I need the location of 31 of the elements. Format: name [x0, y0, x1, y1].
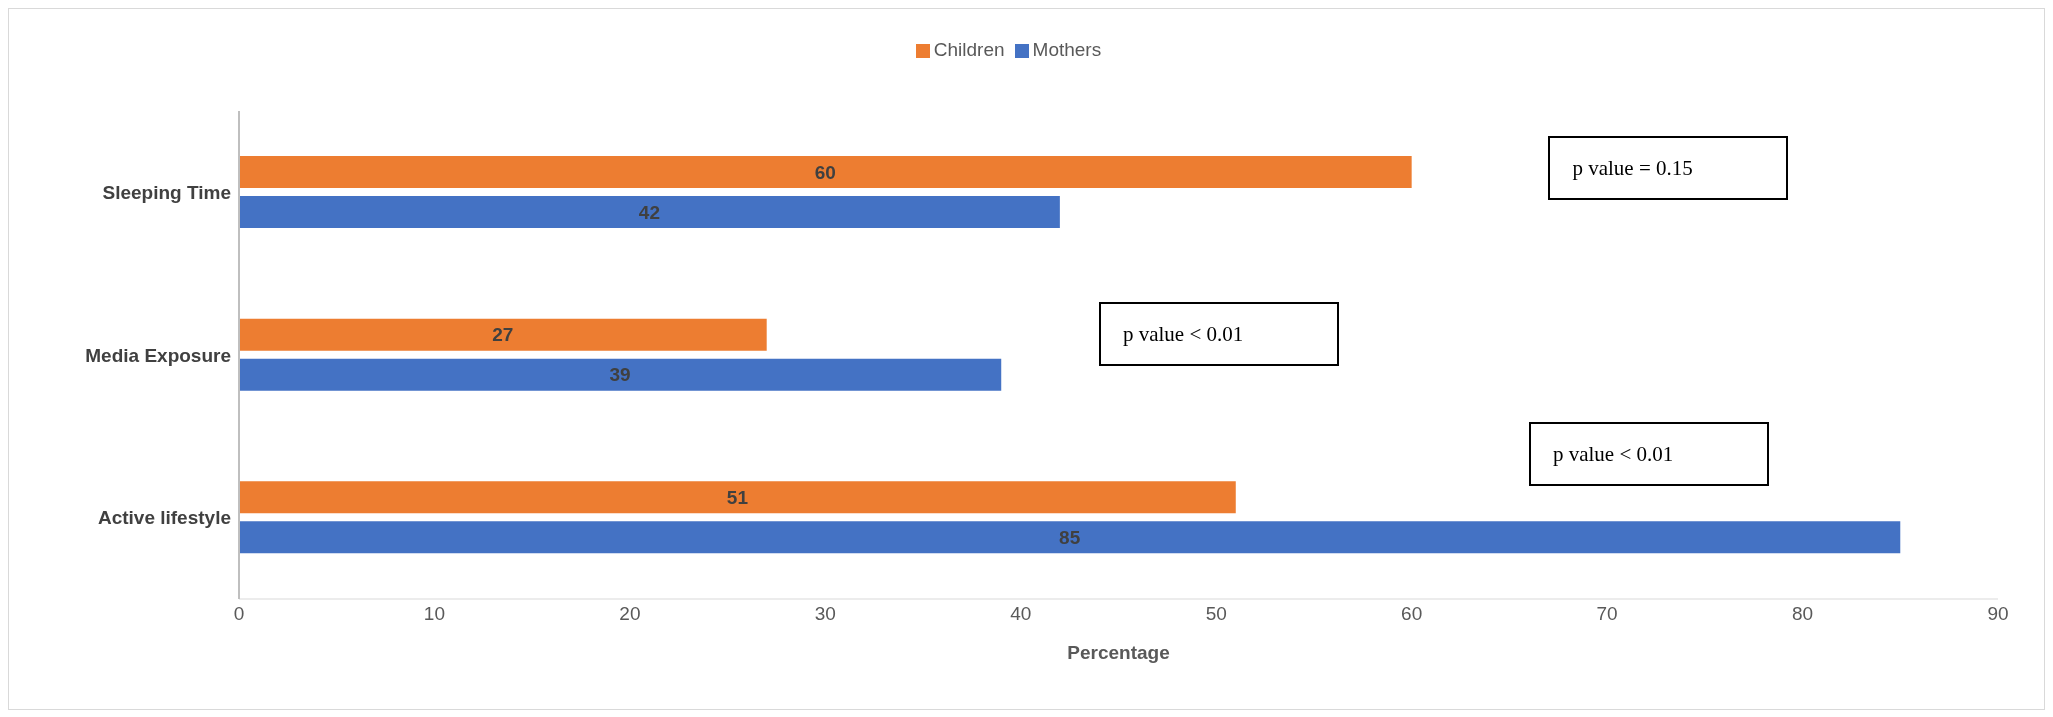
- bar: [239, 318, 767, 351]
- x-tick-label: 40: [1010, 603, 1032, 625]
- x-tick-label: 90: [1987, 603, 2009, 625]
- data-label: 85: [1059, 527, 1081, 549]
- data-label: 27: [492, 324, 514, 346]
- note-box: p value < 0.01: [1528, 422, 1769, 486]
- legend-label: Children: [933, 39, 1005, 60]
- x-tick-label: 80: [1791, 603, 1814, 625]
- bar: [239, 358, 1002, 391]
- data-label: 42: [638, 201, 660, 223]
- legend-label: Mothers: [1032, 39, 1102, 60]
- x-axis-title: Percentage: [1067, 642, 1170, 663]
- x-tick-label: 0: [233, 603, 245, 625]
- x-tick-label: 60: [1401, 603, 1423, 625]
- bar: [239, 156, 1412, 188]
- data-label: 51: [726, 487, 749, 509]
- y-tick-label: Sleeping Time: [102, 182, 231, 204]
- bar: [239, 481, 1236, 514]
- y-tick-label: Active lifestyle: [97, 507, 231, 529]
- bar: [239, 196, 1060, 228]
- x-tick-label: 10: [423, 603, 446, 625]
- x-tick-label: 70: [1596, 603, 1618, 625]
- note-box: p value < 0.01: [1098, 302, 1339, 366]
- y-tick-label: Media Exposure: [85, 344, 231, 366]
- note-box: p value = 0.15: [1548, 136, 1789, 200]
- data-label: 39: [609, 364, 631, 386]
- x-tick-label: 20: [619, 603, 641, 625]
- bar: [239, 521, 1901, 554]
- x-tick-label: 30: [814, 603, 836, 625]
- data-label: 60: [814, 161, 836, 183]
- x-tick-label: 50: [1205, 603, 1227, 625]
